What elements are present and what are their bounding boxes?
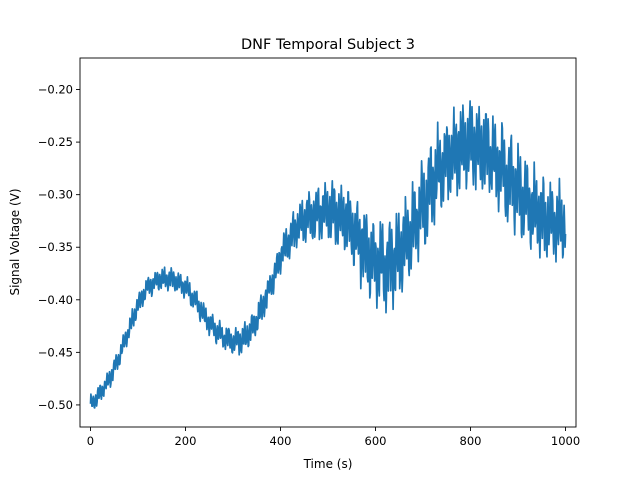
y-axis-label: Signal Voltage (V) [8,188,22,295]
axes-frame [79,57,577,428]
x-tick-label: 0 [87,434,94,448]
y-tick-label: −0.20 [38,83,73,97]
x-tick-label: 1000 [551,434,580,448]
y-tick-label: −0.45 [38,345,73,359]
chart-title: DNF Temporal Subject 3 [241,37,415,53]
y-tick-label: −0.25 [38,135,73,149]
x-tick-label: 200 [174,434,196,448]
x-axis-label: Time (s) [303,457,353,471]
series-line [89,100,567,409]
y-tick-label: −0.40 [38,293,73,307]
y-tick-label: −0.35 [38,240,73,254]
x-tick-label: 600 [365,434,387,448]
y-axis: −0.50 −0.45 −0.40 −0.35 −0.30 −0.25 −0.20 [38,83,80,412]
x-tick-label: 400 [270,434,292,448]
x-tick-label: 800 [460,434,482,448]
y-tick-label: −0.50 [38,398,73,412]
x-axis: 0 200 400 600 800 1000 [87,427,580,448]
y-tick-label: −0.30 [38,188,73,202]
plot-area [89,100,567,409]
